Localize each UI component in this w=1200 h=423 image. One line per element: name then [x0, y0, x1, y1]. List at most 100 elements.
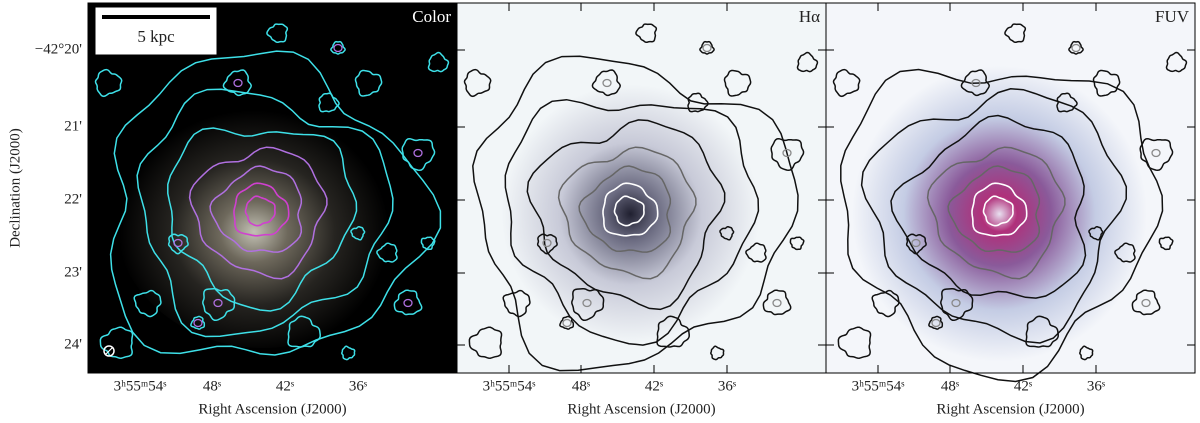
contour — [1151, 148, 1161, 158]
panel-frame — [825, 2, 1196, 374]
y-tick-label: 23' — [64, 264, 82, 280]
panel-label: Color — [412, 7, 451, 26]
contour — [472, 55, 799, 372]
beam-hatch — [104, 346, 114, 356]
contour — [591, 69, 621, 97]
panel-label: FUV — [1155, 7, 1190, 26]
contour — [699, 40, 715, 55]
contour — [951, 298, 961, 308]
contour — [947, 165, 1041, 253]
contour — [222, 69, 252, 97]
contour — [762, 289, 792, 316]
contour — [871, 289, 900, 318]
panel-label: Hα — [799, 7, 820, 26]
contour — [837, 326, 872, 359]
contour — [562, 318, 572, 328]
contour — [193, 318, 203, 328]
contour — [557, 146, 697, 280]
contour — [723, 69, 752, 97]
contour — [582, 298, 592, 308]
contour — [770, 137, 805, 172]
x-axis-label: Right Ascension (J2000) — [567, 401, 715, 417]
contour — [266, 23, 289, 44]
contour — [318, 92, 340, 113]
y-tick-label: −42°20' — [35, 41, 82, 57]
x-tick-label: 36ˢ — [1087, 378, 1105, 394]
contour — [209, 165, 303, 253]
contour — [796, 51, 819, 73]
contour — [468, 326, 503, 359]
contour — [133, 289, 162, 318]
y-tick-label: 24' — [64, 336, 82, 352]
contour — [971, 78, 981, 88]
contour — [420, 236, 436, 251]
contour — [602, 78, 612, 88]
contour — [928, 315, 944, 330]
x-tick-label: 3ʰ55ᵐ54ˢ — [483, 378, 536, 394]
contour — [94, 68, 123, 98]
contour — [202, 288, 236, 322]
contour — [188, 146, 328, 280]
contour — [702, 43, 712, 53]
contour — [940, 288, 974, 322]
contour — [635, 23, 658, 44]
contour — [401, 137, 436, 172]
scale-bar-label: 5 kpc — [137, 27, 175, 46]
x-axis-label: Right Ascension (J2000) — [198, 401, 346, 417]
contour — [931, 318, 941, 328]
contour — [1131, 289, 1161, 316]
contour — [1071, 43, 1081, 53]
x-tick-label: 36ˢ — [718, 378, 736, 394]
contour — [393, 289, 423, 316]
contour — [1158, 236, 1174, 251]
contour — [1004, 23, 1027, 44]
contour — [710, 345, 725, 361]
x-tick-label: 48ˢ — [941, 378, 959, 394]
contour — [354, 69, 383, 97]
contour — [602, 182, 659, 237]
contour — [463, 68, 492, 98]
contour — [840, 68, 1164, 383]
x-tick-label: 3ʰ55ᵐ54ˢ — [852, 378, 905, 394]
y-axis-label: Declination (J2000) — [7, 128, 23, 248]
contour — [350, 226, 366, 241]
y-tick-label: 22' — [64, 191, 82, 207]
galaxy-glow — [113, 78, 413, 348]
contour — [656, 315, 690, 348]
contour — [860, 88, 1128, 344]
contour — [1088, 226, 1104, 241]
x-axis-label: Right Ascension (J2000) — [936, 401, 1084, 417]
contour — [413, 148, 423, 158]
contour — [687, 92, 709, 113]
contour — [427, 51, 450, 73]
contour — [502, 289, 531, 318]
contour — [971, 182, 1028, 237]
x-tick-label: 42ˢ — [1014, 378, 1032, 394]
contour — [789, 236, 805, 251]
contour — [890, 114, 1087, 299]
contour — [341, 345, 356, 361]
contour — [1165, 51, 1188, 73]
contour — [167, 127, 358, 312]
contour — [213, 298, 223, 308]
contour — [1114, 242, 1136, 263]
contour — [832, 68, 861, 98]
contour — [1079, 345, 1094, 361]
contour — [526, 119, 726, 311]
contour — [233, 182, 290, 237]
contour — [333, 43, 343, 53]
contour — [403, 298, 413, 308]
contour — [376, 242, 398, 263]
contour — [1056, 92, 1078, 113]
contour — [1092, 69, 1121, 97]
contour — [911, 238, 921, 248]
contour — [905, 233, 927, 255]
contour — [136, 88, 394, 338]
contour — [167, 233, 189, 255]
contour — [1025, 315, 1059, 348]
contour — [504, 98, 760, 346]
contour — [613, 195, 645, 227]
